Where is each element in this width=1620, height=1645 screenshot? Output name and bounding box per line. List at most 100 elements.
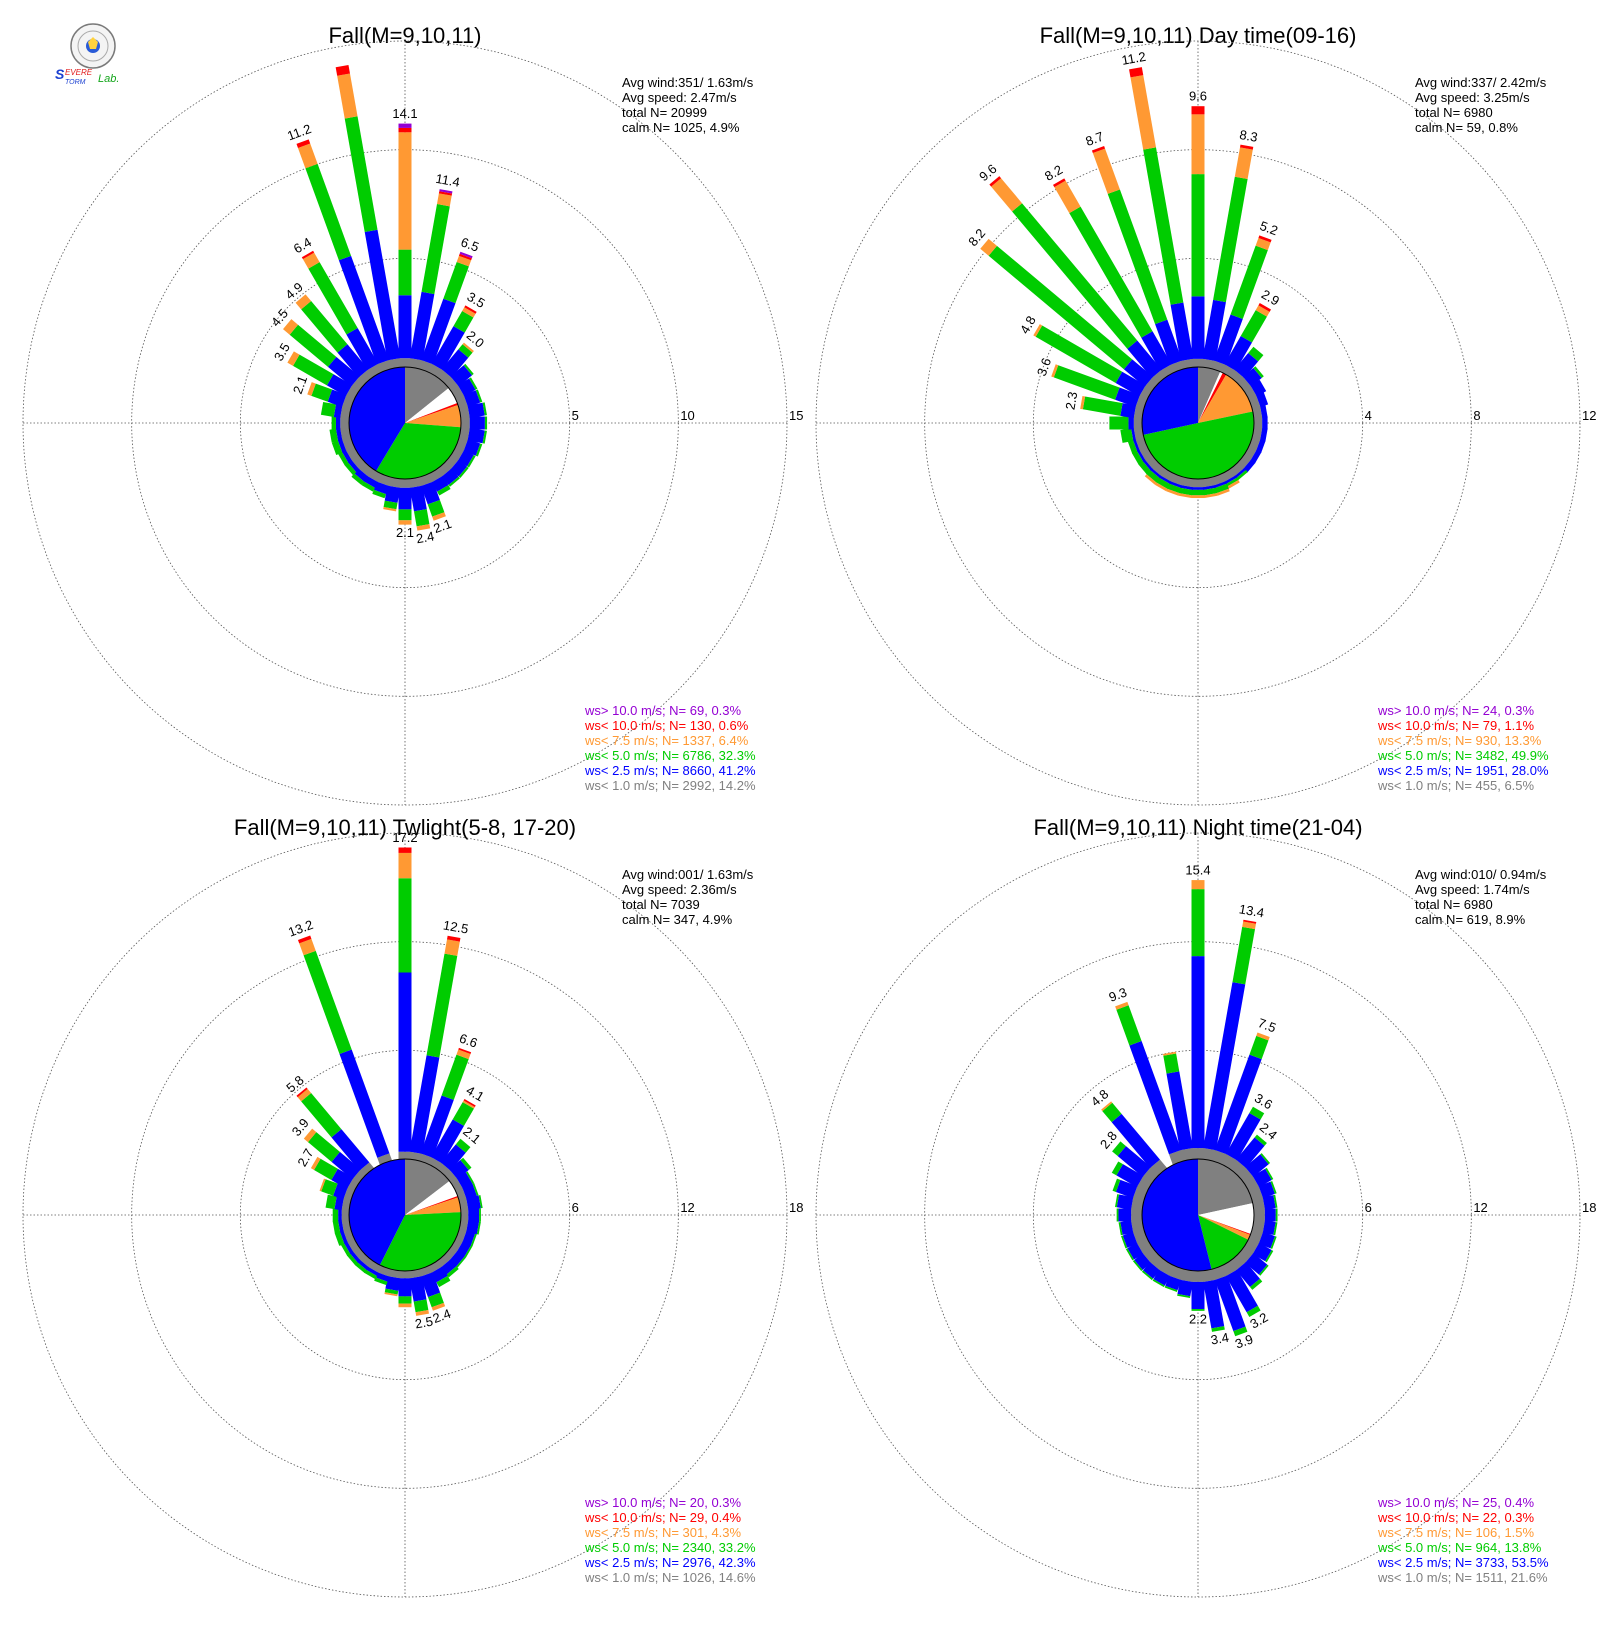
ring-tick-label: 10 bbox=[680, 408, 694, 423]
bar-segment-lt5 bbox=[443, 261, 469, 304]
bar-segment-lt2_5 bbox=[1120, 1220, 1134, 1235]
pie-slice-lt10 bbox=[405, 402, 459, 423]
bar-segment-lt7_5 bbox=[1080, 396, 1086, 410]
bar-segment-lt2_5 bbox=[1224, 335, 1253, 371]
ring-tick-label: 12 bbox=[1473, 1200, 1487, 1215]
legend-entry-gt10: ws> 10.0 m/s; N= 25, 0.4% bbox=[1377, 1495, 1535, 1510]
legend-entry-lt7_5: ws< 7.5 m/s; N= 930, 13.3% bbox=[1377, 733, 1542, 748]
sector-bar-80 bbox=[1252, 1194, 1278, 1212]
bar-segment-lt2_5 bbox=[409, 1055, 440, 1154]
bar-segment-lt5 bbox=[1260, 1153, 1271, 1165]
bar-segment-lt5 bbox=[1116, 1208, 1119, 1222]
sector-bar-0: 9.6 bbox=[1189, 89, 1207, 367]
bar-segment-lt1 bbox=[377, 1153, 392, 1165]
sector-bar-10: 13.4 bbox=[1201, 901, 1265, 1161]
bar-total-label: 8.3 bbox=[1238, 127, 1258, 145]
bar-segment-lt10 bbox=[458, 1047, 472, 1054]
stats-line: Avg speed: 2.36m/s bbox=[622, 882, 737, 897]
bar-segment-lt7_5 bbox=[297, 143, 318, 169]
bar-segment-lt5 bbox=[301, 1093, 342, 1138]
bar-segment-lt2_5 bbox=[338, 1219, 344, 1234]
bar-segment-lt7_5 bbox=[444, 939, 460, 956]
bar-segment-lt5 bbox=[1156, 477, 1171, 489]
sector-bar-40: 2.0 bbox=[436, 328, 487, 385]
bar-segment-lt10 bbox=[438, 191, 453, 196]
ring-tick-label: 15 bbox=[789, 408, 803, 423]
bar-segment-lt10 bbox=[1129, 67, 1144, 78]
bar-total-label: 3.9 bbox=[1233, 1331, 1255, 1351]
bar-segment-lt7_5 bbox=[456, 1049, 471, 1060]
bar-segment-lt2_5 bbox=[1150, 467, 1162, 479]
pie-outline bbox=[348, 366, 462, 480]
bar-segment-lt2_5 bbox=[331, 1168, 354, 1190]
bar-segment-lt5 bbox=[1236, 470, 1248, 481]
bar-segment-lt5 bbox=[1177, 1293, 1191, 1299]
bar-segment-lt2_5 bbox=[1116, 1164, 1144, 1188]
bar-segment-lt5 bbox=[1249, 1035, 1269, 1060]
bar-segment-lt7_5 bbox=[1216, 488, 1230, 496]
bar-total-label: 12.5 bbox=[442, 917, 470, 936]
sector-bar-270 bbox=[332, 1208, 349, 1222]
bar-segment-lt7_5 bbox=[1234, 147, 1253, 180]
bar-segment-lt2_5 bbox=[1260, 427, 1268, 442]
sector-bar-90 bbox=[1254, 416, 1268, 430]
bar-segment-lt2_5 bbox=[462, 1183, 477, 1200]
bar-segment-lt2_5 bbox=[1264, 1208, 1276, 1222]
pie-slice-lt10 bbox=[1198, 1215, 1251, 1235]
bar-segment-lt7_5 bbox=[1144, 474, 1157, 485]
bar-segment-lt2_5 bbox=[1225, 1113, 1261, 1161]
sector-bar-260 bbox=[1120, 426, 1144, 443]
bar-segment-lt5 bbox=[446, 1266, 459, 1278]
bar-segment-lt1 bbox=[459, 1197, 469, 1212]
bar-segment-lt5 bbox=[361, 481, 376, 492]
bar-segment-lt2_5 bbox=[467, 402, 485, 419]
bar-segment-lt1 bbox=[340, 416, 349, 430]
bar-segment-lt5 bbox=[1265, 1250, 1274, 1263]
stats-line: Avg wind:337/ 2.42m/s bbox=[1415, 75, 1547, 90]
pie-slice-lt1 bbox=[405, 1159, 450, 1215]
bar-segment-lt5 bbox=[1191, 889, 1205, 957]
bar-segment-lt5 bbox=[464, 1245, 473, 1258]
bar-segment-lt5 bbox=[1143, 147, 1184, 305]
wind-rose-panel-4: Fall(M=9,10,11) Night time(21-04) 6 12 18 15… bbox=[815, 815, 1596, 1598]
bar-segment-lt5 bbox=[1167, 483, 1182, 494]
bar-segment-lt5 bbox=[325, 1194, 337, 1210]
wind-rose-panel-1: Fall(M=9,10,11) 5 10 15 14.1 11.4 6.5 3.52.0 2.1… bbox=[22, 23, 803, 806]
bar-segment-lt7_5 bbox=[319, 1178, 326, 1192]
bar-segment-lt2_5 bbox=[338, 1208, 342, 1222]
bar-segment-lt2_5 bbox=[1234, 353, 1259, 379]
bar-segment-lt5 bbox=[460, 1157, 472, 1171]
sector-bar-170: 3.4 bbox=[1201, 1269, 1230, 1348]
ring-tick-label: 18 bbox=[1582, 1200, 1596, 1215]
ring-tick-label: 12 bbox=[680, 1200, 694, 1215]
bar-total-label: 13.2 bbox=[286, 917, 315, 940]
bar-total-label: 15.4 bbox=[1185, 863, 1210, 878]
bar-segment-lt5 bbox=[331, 416, 336, 430]
legend-entry-lt2_5: ws< 2.5 m/s; N= 8660, 41.2% bbox=[584, 763, 756, 778]
bar-segment-lt1 bbox=[461, 416, 470, 430]
bar-segment-lt5 bbox=[475, 389, 483, 403]
bar-total-label: 7.5 bbox=[1256, 1015, 1278, 1035]
ring-tick-label: 12 bbox=[1582, 408, 1596, 423]
bar-segment-lt2_5 bbox=[1236, 1262, 1260, 1288]
bar-segment-lt2_5 bbox=[1191, 1281, 1205, 1310]
stats-line: total N= 20999 bbox=[622, 105, 707, 120]
bar-segment-lt5 bbox=[1102, 1102, 1122, 1123]
bar-segment-lt7_5 bbox=[991, 178, 1023, 212]
bar-segment-lt2_5 bbox=[1115, 1179, 1138, 1199]
bar-segment-lt2_5 bbox=[1191, 956, 1205, 1149]
legend-entry-lt10: ws< 10.0 m/s; N= 29, 0.4% bbox=[584, 1510, 742, 1525]
chart-title: Fall(M=9,10,11) Night time(21-04) bbox=[1033, 815, 1362, 840]
chart-title: Fall(M=9,10,11) Day time(09-16) bbox=[1040, 23, 1357, 48]
bar-segment-lt7_5 bbox=[384, 1292, 398, 1297]
ring-tick-label: 8 bbox=[1473, 408, 1480, 423]
logo-text-evere: EVERE bbox=[65, 68, 93, 77]
stats-line: Avg speed: 2.47m/s bbox=[622, 90, 737, 105]
bar-segment-lt2_5 bbox=[468, 1208, 480, 1222]
bar-segment-lt7_5 bbox=[1256, 1032, 1270, 1041]
bar-segment-lt1 bbox=[398, 1271, 412, 1279]
bar-segment-lt2_5 bbox=[1250, 379, 1267, 397]
sector-bar-310: 8.2 bbox=[965, 226, 1160, 392]
bar-segment-lt2_5 bbox=[1136, 449, 1146, 463]
bar-segment-lt1 bbox=[1131, 1218, 1144, 1234]
